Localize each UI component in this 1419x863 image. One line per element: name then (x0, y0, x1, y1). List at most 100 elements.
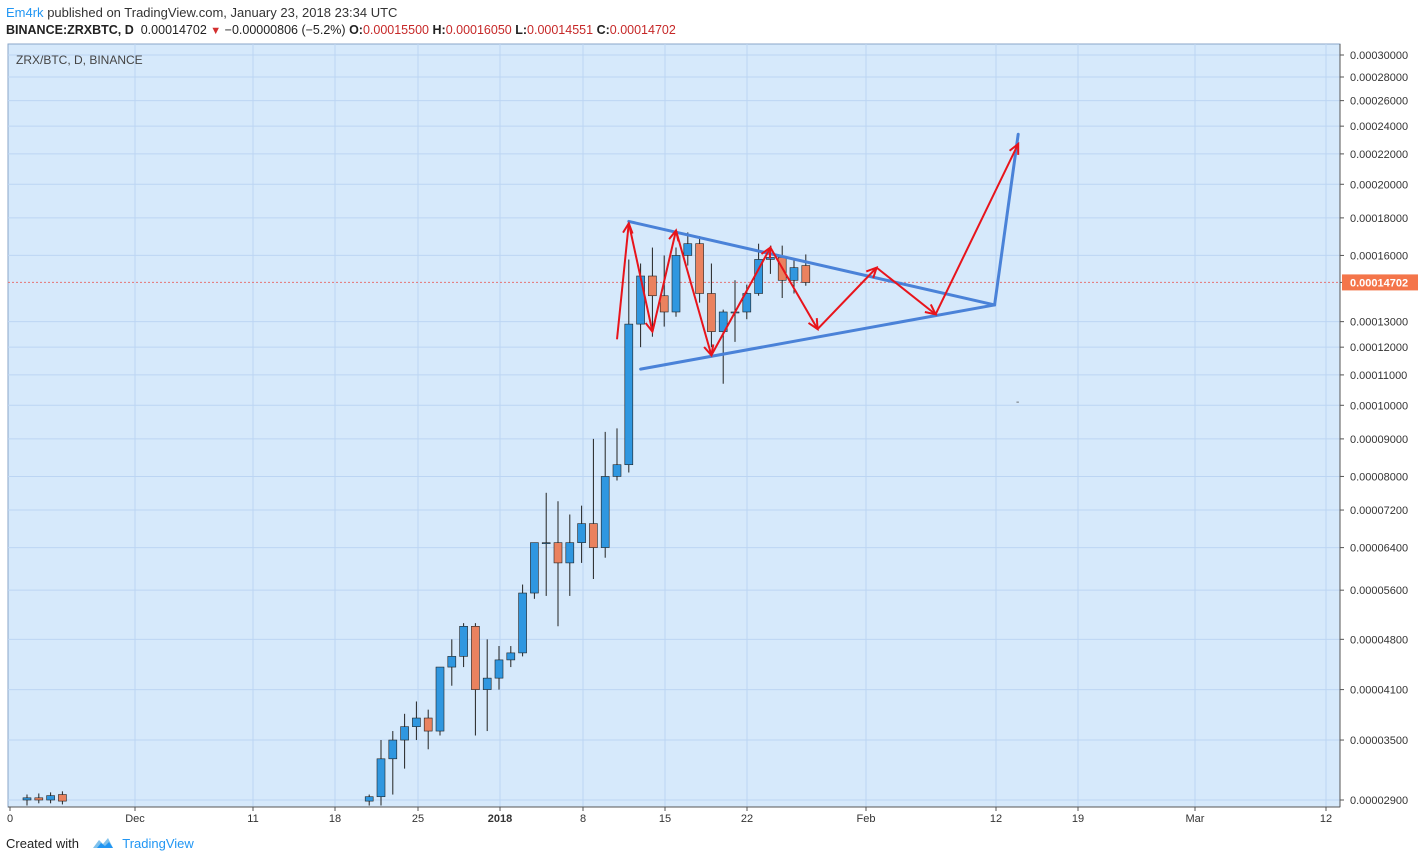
close-value: 0.00014702 (609, 23, 676, 37)
low-label: L: (515, 23, 528, 37)
candle (612, 428, 622, 481)
close-label: C: (596, 23, 610, 37)
price-axis-last-label: 0.00014702 (1350, 277, 1408, 289)
tradingview-logo-icon[interactable] (91, 836, 115, 853)
price-axis-label: 0.00024000 (1350, 121, 1408, 133)
candle (671, 247, 681, 317)
candle (506, 646, 516, 668)
time-axis-label: 0 (7, 813, 13, 825)
candle (600, 431, 610, 558)
time-axis-label: 11 (247, 813, 258, 825)
down-triangle-icon: ▼ (210, 25, 222, 37)
candle (518, 584, 527, 657)
candle (801, 254, 811, 286)
price-axis-label: 0.00004800 (1350, 634, 1408, 646)
time-axis-label: 12 (1320, 813, 1332, 825)
candle (423, 709, 433, 750)
price-axis-label: 0.00012000 (1350, 342, 1408, 354)
time-axis-label: 18 (329, 813, 341, 825)
triangle-upper-line[interactable] (627, 219, 997, 307)
breakout-line[interactable] (993, 132, 1020, 307)
candle (683, 232, 693, 266)
candle (435, 666, 445, 736)
candle (34, 793, 44, 804)
candle (376, 740, 386, 806)
price-axis-label: 0.00030000 (1350, 50, 1408, 62)
price-axis-label: 0.00009000 (1350, 434, 1408, 446)
time-axis-label: 19 (1072, 813, 1084, 825)
candle (541, 492, 551, 596)
candle (388, 731, 398, 795)
open-value: 0.00015500 (362, 23, 429, 37)
candle (589, 438, 598, 579)
price-axis-label: 0.00011000 (1350, 370, 1407, 382)
candle (364, 794, 374, 806)
time-axis-label: 8 (580, 813, 586, 825)
last-price: 0.00014702 (140, 23, 207, 37)
candle (659, 255, 669, 327)
candle (58, 791, 67, 805)
forecast-arrows[interactable] (616, 141, 1020, 358)
candles (22, 232, 811, 806)
candle (624, 259, 634, 473)
time-axis-label: Mar (1186, 813, 1205, 825)
last-price-marker (1342, 274, 1418, 291)
low-value: 0.00014551 (527, 23, 594, 37)
time-axis-label: Dec (125, 813, 145, 825)
price-axis-label: 0.00007200 (1350, 505, 1408, 517)
candle (707, 263, 716, 348)
time-axis-label: 2018 (488, 813, 512, 825)
high-label: H: (432, 23, 446, 37)
symbol-name: BINANCE:ZRXBTC, D (6, 23, 134, 37)
price-axis-label: 0.00006400 (1350, 543, 1408, 555)
candle (648, 247, 657, 337)
price-axis-label: 0.00018000 (1350, 213, 1408, 225)
price-axis-label: 0.00002900 (1350, 795, 1408, 807)
time-axis-label: 22 (741, 813, 753, 825)
price-change: −0.00000806 (−5.2%) (224, 23, 346, 37)
candle (530, 542, 539, 599)
candle (577, 505, 586, 563)
candle (482, 639, 492, 732)
price-axis-bg[interactable] (1340, 44, 1419, 807)
footer: Created with TradingView (6, 836, 194, 853)
tradingview-brand-link[interactable]: TradingView (122, 836, 194, 851)
candle (400, 713, 409, 769)
price-axis-label: 0.00028000 (1350, 72, 1408, 84)
time-axis[interactable]: 0 Dec 11 18 25 2018 8 15 22 Feb 12 19 Mar 12 (7, 807, 1332, 825)
price-axis-label: 0.00022000 (1350, 149, 1408, 161)
grid-lines (8, 44, 1340, 807)
price-axis-label: 0.00026000 (1350, 96, 1408, 108)
author-link[interactable]: Em4rk (6, 5, 44, 20)
created-with-text: Created with (6, 836, 79, 851)
candle (22, 794, 32, 806)
price-axis[interactable]: 0.00030000 0.00028000 0.00026000 0.00024000… (1340, 50, 1418, 807)
price-axis-label: 0.00020000 (1350, 179, 1408, 191)
time-axis-label: 25 (412, 813, 424, 825)
price-axis-label: 0.00010000 (1350, 400, 1408, 412)
candle (695, 236, 704, 303)
plot-area[interactable] (7, 43, 1341, 808)
candle (46, 792, 55, 804)
triangle-pattern[interactable] (627, 132, 1020, 371)
price-axis-label: 0.00016000 (1350, 250, 1408, 262)
candle (718, 309, 728, 384)
price-axis-label: 0.00008000 (1350, 471, 1408, 483)
candle (565, 514, 575, 596)
time-axis-label: 15 (659, 813, 671, 825)
candle (447, 639, 457, 686)
candle (459, 623, 468, 668)
time-axis-label: Feb (857, 813, 876, 825)
high-value: 0.00016050 (445, 23, 512, 37)
price-axis-label: 0.00013000 (1350, 317, 1408, 329)
candle (412, 701, 421, 741)
price-axis-label: 0.00004100 (1350, 685, 1408, 697)
publish-line: Em4rk published on TradingView.com, Janu… (6, 4, 397, 21)
price-axis-label: 0.00005600 (1350, 585, 1408, 597)
forecast-arrow[interactable] (934, 141, 1020, 315)
published-text: published on TradingView.com, January 23… (47, 5, 398, 20)
stray-mark: - (1016, 397, 1019, 408)
triangle-lower-line[interactable] (639, 303, 997, 371)
symbol-info-line: BINANCE:ZRXBTC, D 0.00014702 ▼ −0.000008… (6, 22, 676, 40)
